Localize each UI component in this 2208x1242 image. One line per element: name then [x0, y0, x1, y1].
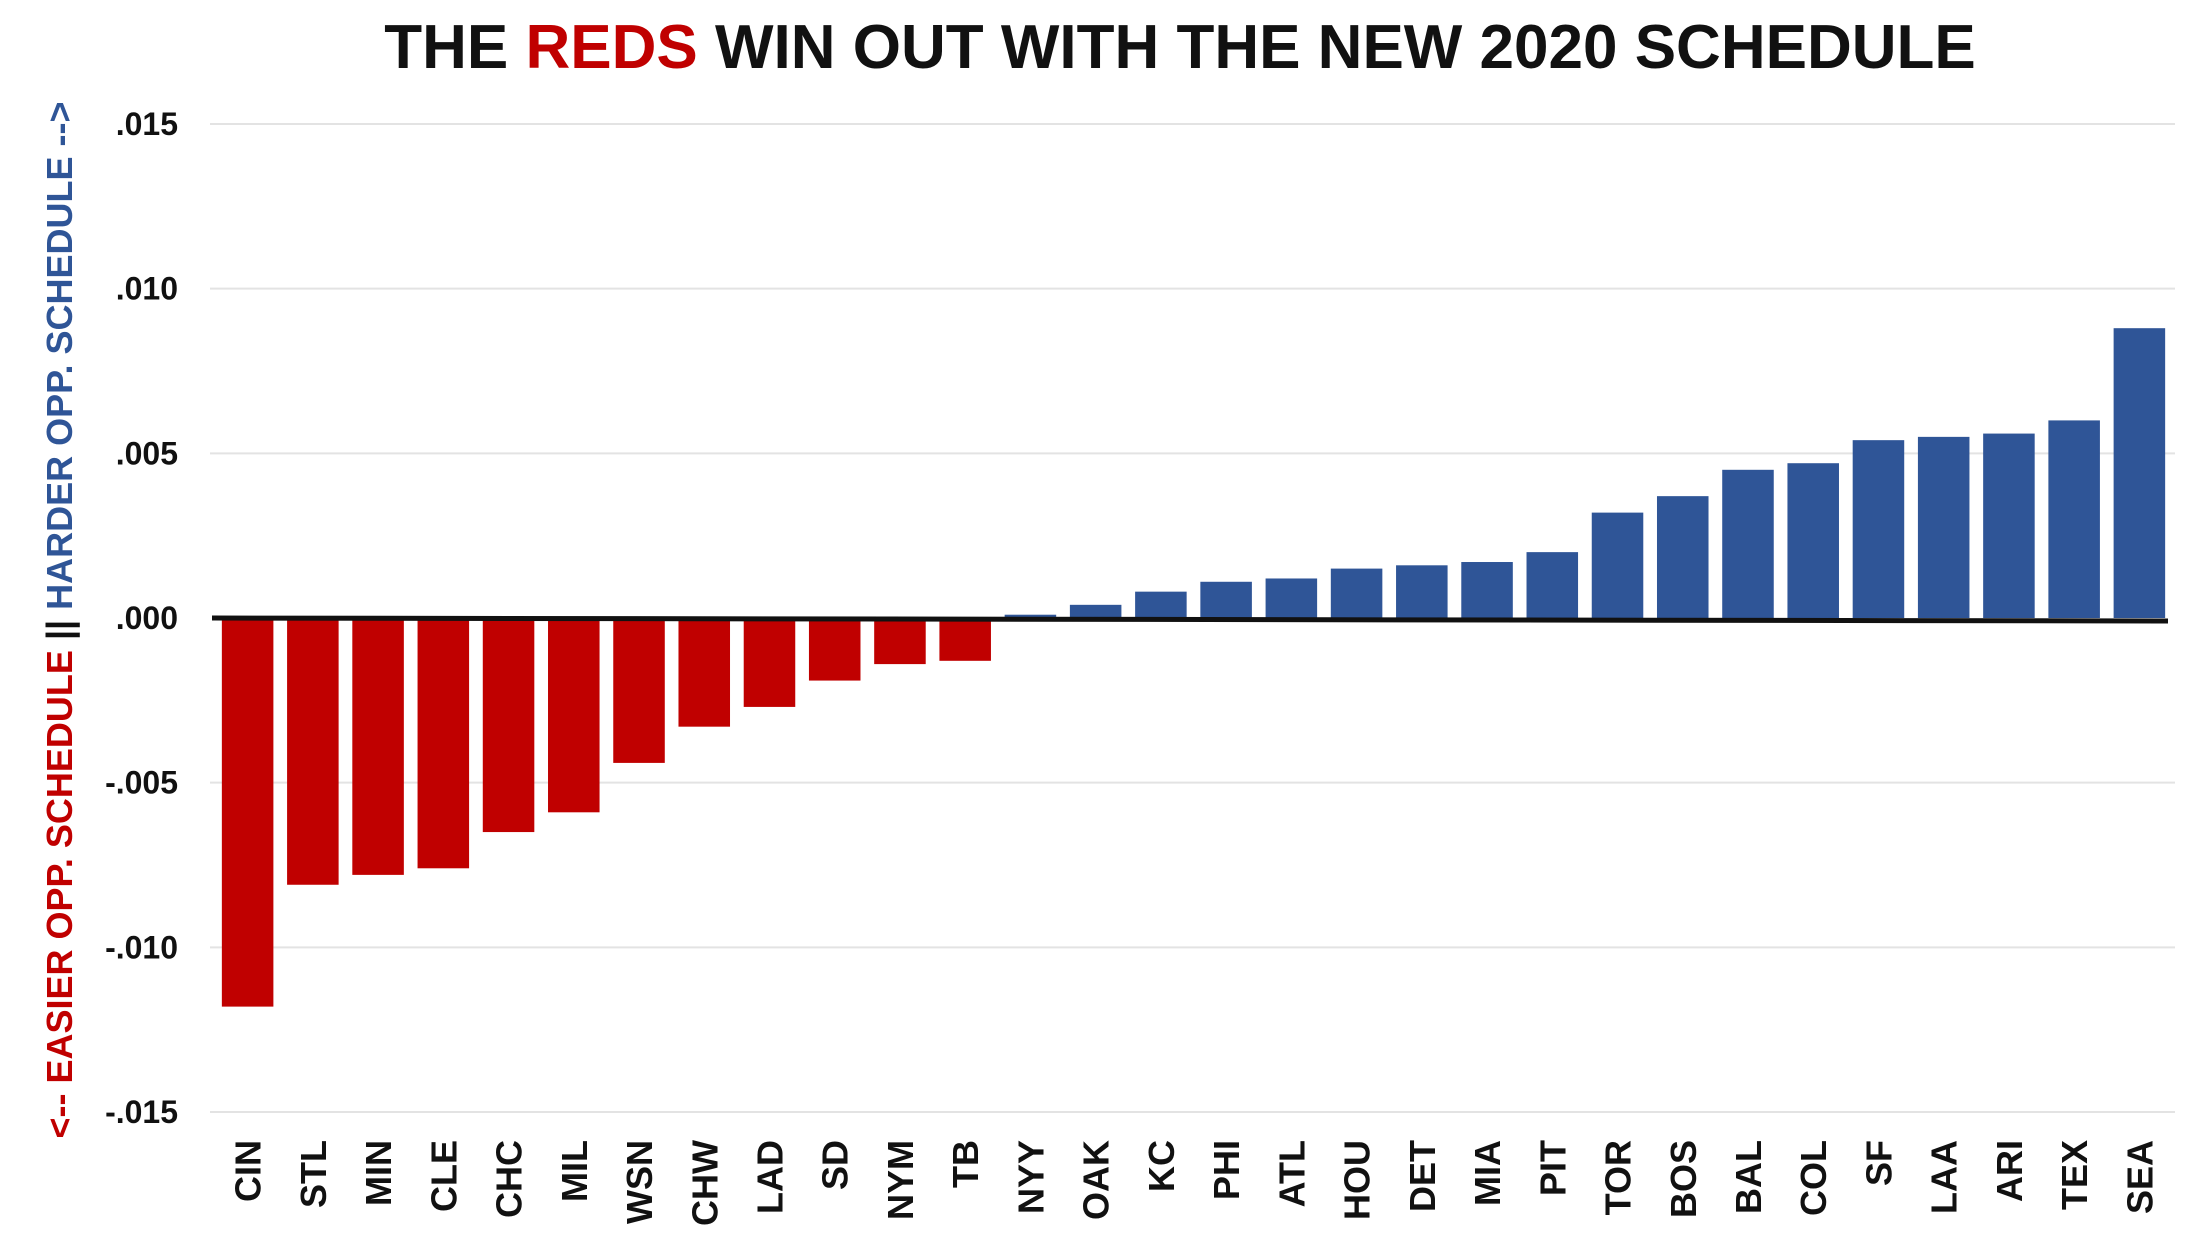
bar-chc [482, 618, 535, 833]
bar-atl [1265, 578, 1318, 618]
y-tick-label: -.005 [105, 765, 178, 801]
x-tick-label-stl: STL [293, 1140, 334, 1208]
chart-title: THE REDS WIN OUT WITH THE NEW 2020 SCHED… [384, 13, 1975, 82]
bar-bos [1656, 496, 1709, 618]
bar-cin [221, 618, 274, 1007]
x-tick-label-sea: SEA [2119, 1140, 2160, 1214]
bar-tor [1591, 512, 1644, 618]
y-axis-tick-labels: .015 .010 .005 .000 -.005 -.010 -.015 [105, 106, 178, 1130]
x-tick-label-laa: LAA [1924, 1140, 1965, 1214]
chart-title-part: THE [384, 13, 525, 82]
x-tick-label-chc: CHC [489, 1140, 530, 1218]
x-tick-label-cle: CLE [423, 1140, 464, 1212]
bar-min [352, 618, 404, 875]
bar-det [1396, 565, 1448, 618]
zero-baseline [211, 615, 2169, 624]
x-tick-label-nym: NYM [880, 1140, 921, 1220]
y-tick-label: -.010 [105, 929, 178, 965]
bar-chw [678, 618, 731, 727]
x-tick-label-nyy: NYY [1010, 1140, 1051, 1214]
y-axis-title: <-- EASIER OPP. SCHEDULE || HARDER OPP. … [39, 101, 81, 1138]
bar-hou [1330, 568, 1383, 618]
x-tick-label-oak: OAK [1076, 1140, 1117, 1220]
bar-stl [287, 618, 339, 885]
x-tick-label-cin: CIN [228, 1140, 269, 1202]
x-tick-label-tb: TB [945, 1140, 986, 1188]
y-axis-title-part: HARDER OPP. SCHEDULE --> [39, 101, 80, 609]
x-tick-label-bos: BOS [1663, 1140, 1704, 1218]
x-tick-label-wsn: WSN [619, 1140, 660, 1224]
y-tick-label: .005 [116, 435, 178, 471]
x-tick-label-hou: HOU [1337, 1140, 1378, 1220]
x-tick-label-min: MIN [358, 1140, 399, 1206]
bar-sf [1852, 440, 1905, 618]
y-axis-title-part: || [39, 610, 81, 650]
y-axis-title-part: <-- EASIER OPP. SCHEDULE [39, 650, 80, 1138]
x-tick-label-col: COL [1793, 1140, 1834, 1216]
x-tick-label-phi: PHI [1206, 1140, 1247, 1200]
bar-tb [939, 618, 991, 661]
x-tick-label-det: DET [1402, 1140, 1443, 1212]
y-tick-label: .015 [116, 106, 178, 142]
bar-oak [1069, 604, 1122, 618]
bar-tex [2048, 420, 2100, 618]
x-tick-label-mil: MIL [554, 1140, 595, 1202]
x-tick-label-pit: PIT [1532, 1140, 1573, 1196]
bar-sd [808, 618, 861, 681]
x-tick-label-ari: ARI [1989, 1140, 2030, 1202]
y-tick-label: .010 [116, 271, 178, 307]
bar-mil [548, 618, 600, 813]
x-tick-label-bal: BAL [1728, 1140, 1769, 1214]
bar-cle [417, 618, 470, 869]
bar-mia [1461, 562, 1513, 618]
y-tick-label: .000 [116, 600, 178, 636]
bar-lad [743, 618, 796, 707]
bar-nym [874, 618, 926, 665]
y-tick-label: -.015 [105, 1094, 178, 1130]
bar-laa [1917, 436, 1970, 618]
x-tick-label-mia: MIA [1467, 1140, 1508, 1206]
bar-bal [1722, 469, 1774, 618]
bars [221, 328, 2166, 1007]
x-axis-tick-labels: CIN STL MIN CLE CHC MIL WSN CHW LAD SD NYM TB NYY OAK… [228, 1140, 2161, 1226]
bar-nyy [1004, 614, 1057, 618]
bar-wsn [613, 618, 665, 763]
chart-title-part: WIN OUT WITH THE NEW 2020 SCHEDULE [698, 13, 1976, 82]
x-tick-label-tor: TOR [1598, 1140, 1639, 1215]
x-tick-label-chw: CHW [684, 1140, 725, 1226]
x-tick-label-kc: KC [1141, 1140, 1182, 1192]
bar-pit [1526, 552, 1579, 618]
gridlines [210, 123, 2175, 1113]
bar-phi [1200, 581, 1252, 618]
bar-col [1787, 463, 1839, 618]
bar-kc [1135, 591, 1187, 618]
x-tick-label-sf: SF [1858, 1140, 1899, 1186]
x-tick-label-sd: SD [815, 1140, 856, 1190]
x-tick-label-lad: LAD [749, 1140, 790, 1214]
chart-title-part: REDS [526, 13, 698, 82]
bar-sea [2113, 328, 2166, 618]
bar-ari [1983, 433, 2035, 618]
x-tick-label-atl: ATL [1271, 1140, 1312, 1207]
x-tick-label-tex: TEX [2054, 1140, 2095, 1210]
